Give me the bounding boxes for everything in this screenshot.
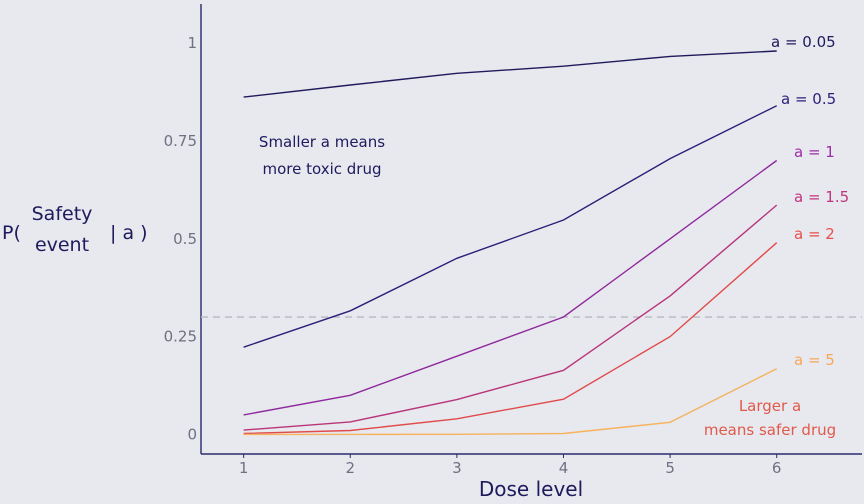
series-lines	[243, 50, 778, 436]
series-line	[243, 159, 778, 416]
series-line	[243, 50, 777, 98]
series-label: a = 1.5	[794, 188, 849, 206]
series-label: a = 0.5	[781, 90, 836, 108]
series-label: a = 0.05	[771, 33, 836, 51]
y-axis-label-prefix: P(	[2, 222, 21, 244]
y-tick-label: 0	[187, 425, 197, 443]
axes	[200, 4, 862, 455]
series-label: a = 5	[794, 351, 835, 369]
series-line	[243, 368, 778, 436]
x-tick-label: 1	[239, 459, 249, 477]
annotation-text: means safer drug	[704, 421, 836, 439]
x-axis-label: Dose level	[479, 477, 583, 501]
series-line	[243, 204, 778, 431]
series-line	[243, 105, 778, 348]
y-axis-label-line2: event	[35, 234, 89, 256]
x-tick-label: 3	[452, 459, 462, 477]
x-tick-label: 6	[772, 459, 782, 477]
series-labels: a = 0.05 a = 0.5 a = 1 a = 1.5 a = 2 a = 5	[771, 33, 849, 369]
annotation-text: Smaller a means	[259, 133, 385, 151]
y-axis-label: P( Safety event | a )	[2, 203, 148, 256]
annotations: Smaller a means more toxic drug Larger a me…	[259, 133, 836, 439]
y-ticks: 0 0.25 0.5 0.75 1	[164, 34, 197, 443]
series-label: a = 1	[794, 143, 835, 161]
series-line	[243, 242, 778, 435]
y-tick-label: 1	[187, 34, 197, 52]
annotation-text: Larger a	[739, 397, 801, 415]
x-tick-label: 2	[345, 459, 355, 477]
y-axis-label-line1: Safety	[32, 203, 93, 225]
y-tick-label: 0.5	[173, 230, 197, 248]
y-tick-label: 0.25	[164, 328, 197, 346]
x-ticks: 1 2 3 4 5 6	[239, 454, 782, 477]
annotation-text: more toxic drug	[263, 160, 382, 178]
x-tick-label: 4	[559, 459, 569, 477]
y-axis-label-suffix: | a )	[110, 222, 148, 244]
y-tick-label: 0.75	[164, 132, 197, 150]
x-tick-label: 5	[665, 459, 675, 477]
series-label: a = 2	[794, 225, 835, 243]
